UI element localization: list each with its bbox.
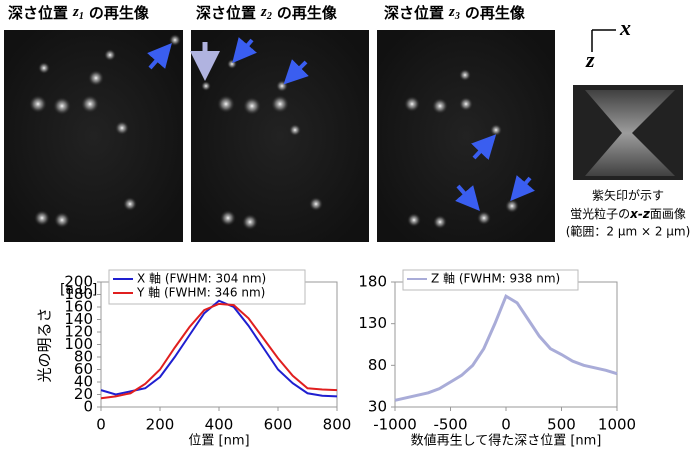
y-tick-label: 0	[83, 398, 93, 416]
panel-title: 深さ位置 z1 の再生像	[8, 4, 150, 23]
caption-part: x-z	[629, 207, 651, 221]
y-tick-label: 120	[64, 323, 93, 341]
x-axis-label: 位置 [nm]	[188, 434, 249, 449]
y-tick-label: 200	[64, 273, 93, 291]
x-axis-label: 数値再生して得た深さ位置 [nm]	[411, 433, 602, 449]
legend-label: Z 軸 (FWHM: 938 nm)	[431, 272, 560, 286]
x-tick-label: 800	[323, 416, 352, 434]
title-suffix: の再生像	[277, 4, 338, 22]
image-panels: x z 紫矢印が示す 蛍光粒子のx-z面画像 (範囲：2 μm × 2 μm)	[4, 15, 690, 242]
panel-title: 深さ位置 z2 の再生像	[196, 4, 338, 23]
legend-box	[402, 269, 579, 291]
caption: (範囲：2 μm × 2 μm)	[566, 224, 691, 239]
caption-part: 面画像	[650, 207, 686, 221]
title-sub: 3	[454, 11, 460, 22]
x-tick-label: 600	[264, 416, 293, 434]
particles	[29, 34, 519, 230]
legend-box	[108, 269, 306, 305]
y-tick-label: 140	[64, 310, 93, 328]
title-sub: 1	[79, 11, 84, 22]
y-tick-label: 180	[358, 273, 387, 291]
title-suffix: の再生像	[465, 4, 526, 22]
x-tick-label: 500	[547, 416, 576, 434]
y-tick-label: 80	[74, 348, 93, 366]
y-axis-label: 光の明るさ	[36, 307, 54, 382]
y-tick-label: 160	[64, 298, 93, 316]
legend-label: Y 軸 (FWHM: 346 nm)	[136, 286, 265, 300]
y-tick-label: 30	[368, 398, 387, 416]
x-tick-label: 400	[205, 416, 234, 434]
y-tick-label: 100	[64, 335, 93, 353]
title-label: 深さ位置	[8, 4, 68, 22]
y-tick-label: 130	[358, 314, 387, 332]
title-var: z	[72, 4, 79, 20]
title-sub: 2	[266, 11, 272, 22]
axes-indicator	[591, 29, 616, 52]
series-line	[100, 299, 338, 398]
image-panel	[191, 30, 369, 242]
x-tick-label: -1000	[373, 416, 417, 434]
plot-frame	[394, 281, 618, 408]
image-panel	[377, 30, 555, 242]
title-label: 深さ位置	[196, 4, 256, 22]
arrows	[147, 37, 535, 212]
series-line	[100, 302, 338, 400]
title-label: 深さ位置	[384, 4, 444, 22]
axis-x: x	[619, 15, 631, 40]
series-line	[394, 293, 618, 402]
caption: 蛍光粒子のx-z面画像	[570, 206, 686, 221]
x-tick-label: 0	[96, 416, 106, 434]
panel-title: 深さ位置 z3 の再生像	[384, 4, 526, 23]
axis-z: z	[585, 47, 595, 72]
caption-part: 蛍光粒子の	[570, 206, 630, 221]
xz-psf	[585, 90, 675, 176]
title-suffix: の再生像	[89, 4, 150, 22]
y-tick-label: 180	[64, 285, 93, 303]
x-tick-label: 1000	[598, 416, 636, 434]
y-tick-label: 40	[74, 373, 93, 391]
x-tick-label: 200	[146, 416, 175, 434]
y-axis-unit: [a.u.]	[60, 282, 97, 298]
x-tick-label: 0	[501, 416, 511, 434]
title-var: z	[448, 4, 455, 20]
y-tick-label: 20	[74, 385, 93, 403]
legend-label: X 軸 (FWHM: 304 nm)	[137, 272, 266, 286]
x-tick-label: -500	[433, 416, 467, 434]
y-tick-label: 80	[368, 356, 387, 374]
title-var: z	[260, 4, 267, 20]
caption: 紫矢印が示す	[592, 188, 664, 203]
y-tick-label: 60	[74, 360, 93, 378]
